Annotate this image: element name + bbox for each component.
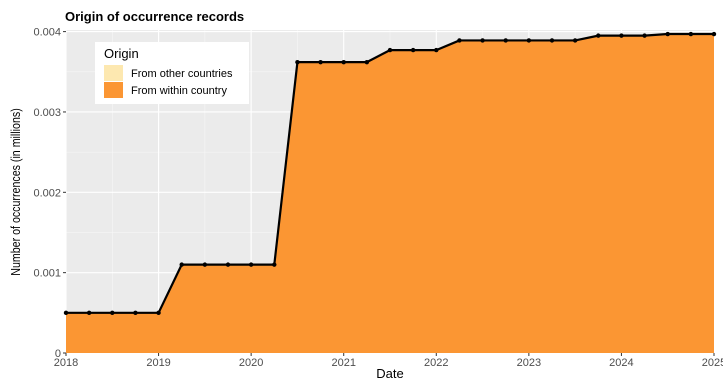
data-point: [295, 59, 300, 65]
data-point: [63, 310, 69, 316]
data-point: [642, 33, 647, 38]
point-layer: [63, 31, 717, 316]
y-tick-label: 0.003: [33, 107, 61, 119]
x-tick-label: 2022: [424, 357, 448, 369]
x-tick-label: 2019: [146, 357, 170, 369]
data-point: [179, 262, 184, 267]
x-tick-label: 2025: [702, 357, 723, 369]
data-point: [711, 31, 717, 37]
data-point: [549, 38, 555, 43]
y-tick-label: 0.004: [33, 27, 61, 39]
data-point: [503, 38, 508, 43]
data-point: [387, 47, 393, 53]
data-point: [156, 310, 161, 316]
data-point: [688, 31, 694, 37]
data-point: [202, 262, 208, 267]
data-point: [110, 310, 115, 316]
y-tick-label: 0: [55, 348, 61, 360]
y-tick-label: 0.001: [33, 268, 61, 280]
legend-label-within-country: From within country: [131, 85, 227, 97]
legend-label-other-countries: From other countries: [131, 68, 233, 80]
data-point: [665, 31, 670, 37]
x-axis-ticks: 2018 2019 2020 2021 2022 2023 2024 2025: [54, 353, 723, 369]
chart-title: Origin of occurrence records: [65, 9, 244, 24]
x-tick-label: 2021: [331, 357, 355, 369]
data-point: [619, 33, 624, 38]
data-point: [133, 310, 138, 316]
data-point: [526, 38, 532, 43]
data-point: [364, 59, 370, 65]
area-layer: [66, 34, 714, 354]
data-point: [341, 59, 346, 65]
x-tick-label: 2020: [239, 357, 263, 369]
x-tick-label: 2024: [609, 357, 633, 369]
data-point: [457, 38, 462, 43]
y-axis-ticks: 0 0.001 0.002 0.003 0.004: [33, 27, 66, 360]
x-tick-label: 2018: [54, 357, 78, 369]
legend-swatch-other-countries: [104, 65, 123, 81]
data-point: [86, 310, 92, 316]
legend-swatch-within-country: [104, 82, 123, 98]
data-point: [248, 262, 254, 267]
data-point: [272, 262, 277, 267]
y-axis-title: Number of occurrences (in millions): [8, 108, 23, 276]
data-point: [480, 38, 485, 43]
legend: Origin From other countries From within …: [95, 42, 249, 104]
x-axis-title: Date: [376, 366, 403, 381]
y-tick-label: 0.002: [33, 187, 61, 199]
data-point: [434, 47, 439, 53]
data-point: [225, 262, 231, 267]
data-point: [410, 47, 416, 53]
data-point: [318, 59, 323, 65]
legend-title: Origin: [104, 46, 139, 61]
series-area: [66, 34, 714, 354]
x-tick-label: 2023: [517, 357, 541, 369]
data-point: [572, 38, 578, 43]
data-point: [596, 33, 601, 38]
